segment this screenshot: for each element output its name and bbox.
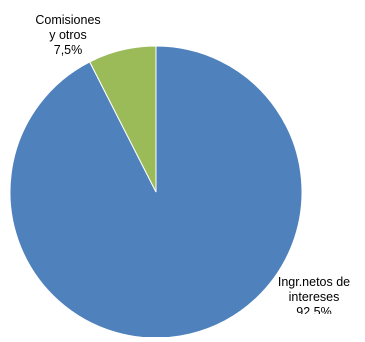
slice-label-line-1: Comisiones bbox=[35, 13, 101, 27]
slice-label-comisiones: Comisiones y otros 7,5% bbox=[18, 13, 118, 58]
slice-label-line-2: y otros bbox=[49, 28, 87, 42]
slice-value-label: 92,5% bbox=[296, 305, 332, 314]
slice-label-line-2: intereses bbox=[288, 290, 340, 304]
slice-label-line-1: Ingr.netos de bbox=[277, 275, 351, 289]
slice-value-label: 7,5% bbox=[53, 43, 83, 57]
slice-label-ingresos: Ingr.netos de intereses 92,5% bbox=[264, 275, 364, 314]
pie-slice-1 bbox=[89, 45, 157, 193]
